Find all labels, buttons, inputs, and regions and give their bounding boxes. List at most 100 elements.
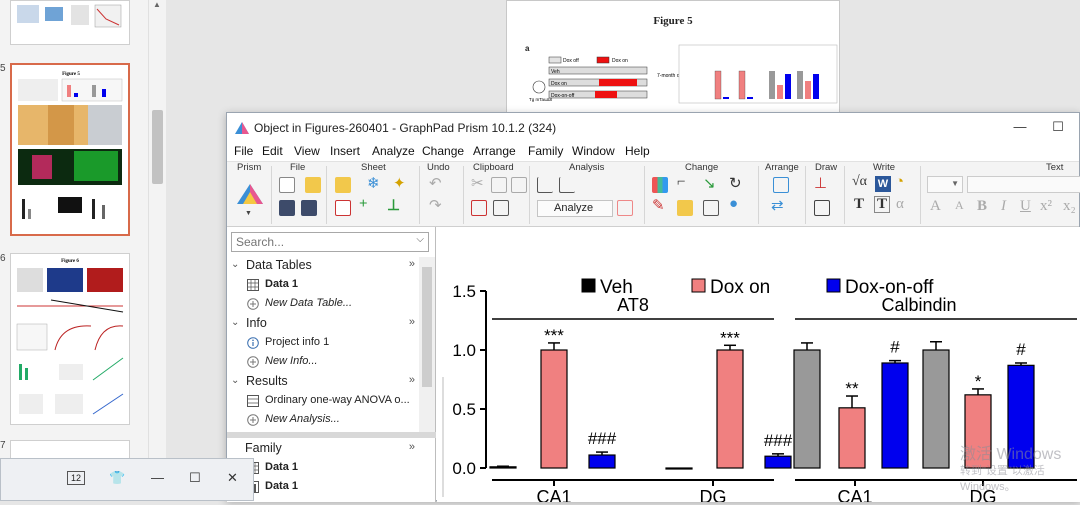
navigator-splitter[interactable]	[227, 432, 436, 438]
expand-more-icon[interactable]: »	[408, 441, 415, 453]
new-table-icon[interactable]: ⊥	[387, 198, 401, 214]
nav-item-new-analysis[interactable]: New Analysis...	[247, 411, 419, 429]
slide-thumbnail-4[interactable]	[10, 0, 130, 45]
slide-thumbnail-5-selected[interactable]: Figure 5	[10, 63, 130, 236]
nav-item-new-info[interactable]: New Info...	[247, 353, 419, 371]
expand-more-icon[interactable]: »	[408, 258, 415, 270]
magic-wand-icon[interactable]: ✎	[652, 198, 665, 214]
close-icon[interactable]: ✕	[227, 470, 238, 485]
floating-window-controls[interactable]: 12 👕 — ☐ ✕	[0, 458, 254, 501]
save-as-icon[interactable]	[301, 200, 317, 216]
new-sheet-icon[interactable]: +	[359, 196, 368, 212]
font-size-select[interactable]	[967, 176, 1080, 193]
navigator-scrollbar[interactable]	[419, 257, 435, 432]
subscript-icon[interactable]: x₂	[1063, 198, 1076, 214]
family-item-data-1[interactable]: Data 1	[247, 459, 419, 477]
nav-item-new-data-table[interactable]: New Data Table...	[247, 295, 419, 313]
arrange-order-icon[interactable]: ⇄	[771, 198, 784, 214]
snowflake-icon[interactable]: ❄	[367, 176, 380, 192]
prism-titlebar[interactable]: Object in Figures-260401 - GraphPad Pris…	[227, 113, 1079, 143]
expand-more-icon[interactable]: »	[408, 374, 415, 386]
analysis-params-icon[interactable]	[617, 200, 633, 216]
text-T-icon[interactable]: T	[854, 196, 865, 212]
delete-sheet-icon[interactable]	[335, 200, 351, 216]
chevron-down-icon[interactable]: ⌄	[231, 375, 240, 386]
word-export-icon[interactable]: W	[875, 176, 891, 192]
text-box-icon[interactable]: T	[874, 196, 891, 213]
font-name-select[interactable]: ▼	[927, 176, 963, 193]
section-family[interactable]: Family »	[227, 440, 419, 458]
chevron-down-icon[interactable]: ⌵	[416, 234, 424, 245]
expand-more-icon[interactable]: »	[408, 316, 415, 328]
greek-letter-icon[interactable]: α	[896, 196, 904, 212]
menu-file[interactable]: File	[234, 144, 254, 158]
nav-item-anova-result[interactable]: Ordinary one-way ANOVA o...	[247, 392, 419, 410]
color-scheme-icon[interactable]: ●	[729, 196, 739, 212]
change-colors-icon[interactable]	[677, 200, 693, 216]
family-item-data-1-graph[interactable]: Data 1	[247, 478, 419, 496]
superscript-icon[interactable]: x²	[1040, 198, 1052, 214]
minimize-button[interactable]: —	[1013, 119, 1027, 134]
highlight-sheet-icon[interactable]	[335, 177, 351, 193]
restore-icon[interactable]: ☐	[189, 470, 201, 485]
slide-pane-scrollbar[interactable]: ▲	[148, 0, 166, 501]
prism-welcome-icon[interactable]	[235, 182, 265, 206]
prism-window[interactable]: Object in Figures-260401 - GraphPad Pris…	[226, 112, 1080, 505]
search-input[interactable]	[232, 233, 412, 251]
arrange-align-icon[interactable]	[773, 177, 789, 193]
change-scale-icon[interactable]: ↘	[703, 176, 716, 192]
bold-icon[interactable]: B	[977, 198, 988, 214]
graph-sheet[interactable]: 0.0 0.5 1.0 1.5 Veh Dox on Dox-on-off AT8 *** ###…	[437, 227, 1080, 505]
nav-item-data-1[interactable]: Data 1	[247, 276, 419, 294]
graph-analysis-icon[interactable]	[559, 177, 575, 193]
increase-font-icon[interactable]: A	[930, 198, 941, 214]
shirt-icon[interactable]: 👕	[109, 470, 126, 485]
change-format-icon[interactable]: ↻	[729, 176, 742, 192]
section-results[interactable]: ⌄ Results »	[227, 373, 419, 391]
chevron-down-icon[interactable]: ⌄	[231, 317, 240, 328]
draw-shape-icon[interactable]	[814, 200, 830, 216]
pin-icon[interactable]: ✦	[393, 176, 406, 192]
copy-icon[interactable]	[491, 177, 507, 193]
save-icon[interactable]	[279, 200, 295, 216]
menu-window[interactable]: Window	[572, 144, 615, 158]
open-file-icon[interactable]	[305, 177, 321, 193]
equation-icon[interactable]: √α	[852, 174, 868, 189]
menu-view[interactable]: View	[294, 144, 320, 158]
menu-insert[interactable]: Insert	[330, 144, 361, 158]
cut-icon[interactable]: ✂	[471, 176, 484, 192]
undo-icon[interactable]: ↶	[429, 176, 442, 192]
change-axis-icon[interactable]: ⌐	[677, 174, 686, 190]
menu-help[interactable]: Help	[625, 144, 650, 158]
maximize-button[interactable]: ☐	[1052, 119, 1064, 134]
scroll-up-arrow-icon[interactable]: ▲	[153, 0, 161, 9]
xy-analysis-icon[interactable]	[537, 177, 553, 193]
navigator-scroll-thumb[interactable]	[422, 267, 432, 387]
slide-pane-scroll-thumb[interactable]	[152, 110, 163, 184]
section-info[interactable]: ⌄ Info »	[227, 315, 419, 333]
chevron-down-icon[interactable]: ⌄	[231, 259, 240, 270]
nav-item-project-info[interactable]: Project info 1	[247, 334, 419, 352]
redo-icon[interactable]: ↷	[429, 198, 442, 214]
section-data-tables[interactable]: ⌄ Data Tables »	[227, 257, 419, 275]
slide-thumbnail-6[interactable]: Figure 6	[10, 253, 130, 425]
navigator-search[interactable]: ⌵	[231, 232, 429, 252]
menu-arrange[interactable]: Arrange	[473, 144, 516, 158]
prism-dropdown-arrow-icon[interactable]: ▼	[245, 210, 252, 217]
minimize-icon[interactable]: —	[151, 470, 164, 485]
menu-analyze[interactable]: Analyze	[372, 144, 415, 158]
analyze-button[interactable]: Analyze	[537, 200, 613, 217]
paste-icon[interactable]	[471, 200, 487, 216]
draw-line-icon[interactable]: ⊥	[814, 176, 828, 192]
menu-change[interactable]: Change	[422, 144, 465, 158]
decrease-font-icon[interactable]: A	[955, 198, 964, 212]
underline-icon[interactable]: U	[1020, 198, 1031, 214]
change-layout-icon[interactable]	[703, 200, 719, 216]
paste-special-icon[interactable]	[511, 177, 527, 193]
menu-family[interactable]: Family	[528, 144, 564, 158]
clipboard-icon[interactable]	[493, 200, 509, 216]
new-file-icon[interactable]	[279, 177, 295, 193]
menu-edit[interactable]: Edit	[262, 144, 283, 158]
insert-info-icon[interactable]: ◔	[895, 174, 905, 190]
italic-icon[interactable]: I	[1001, 198, 1006, 214]
